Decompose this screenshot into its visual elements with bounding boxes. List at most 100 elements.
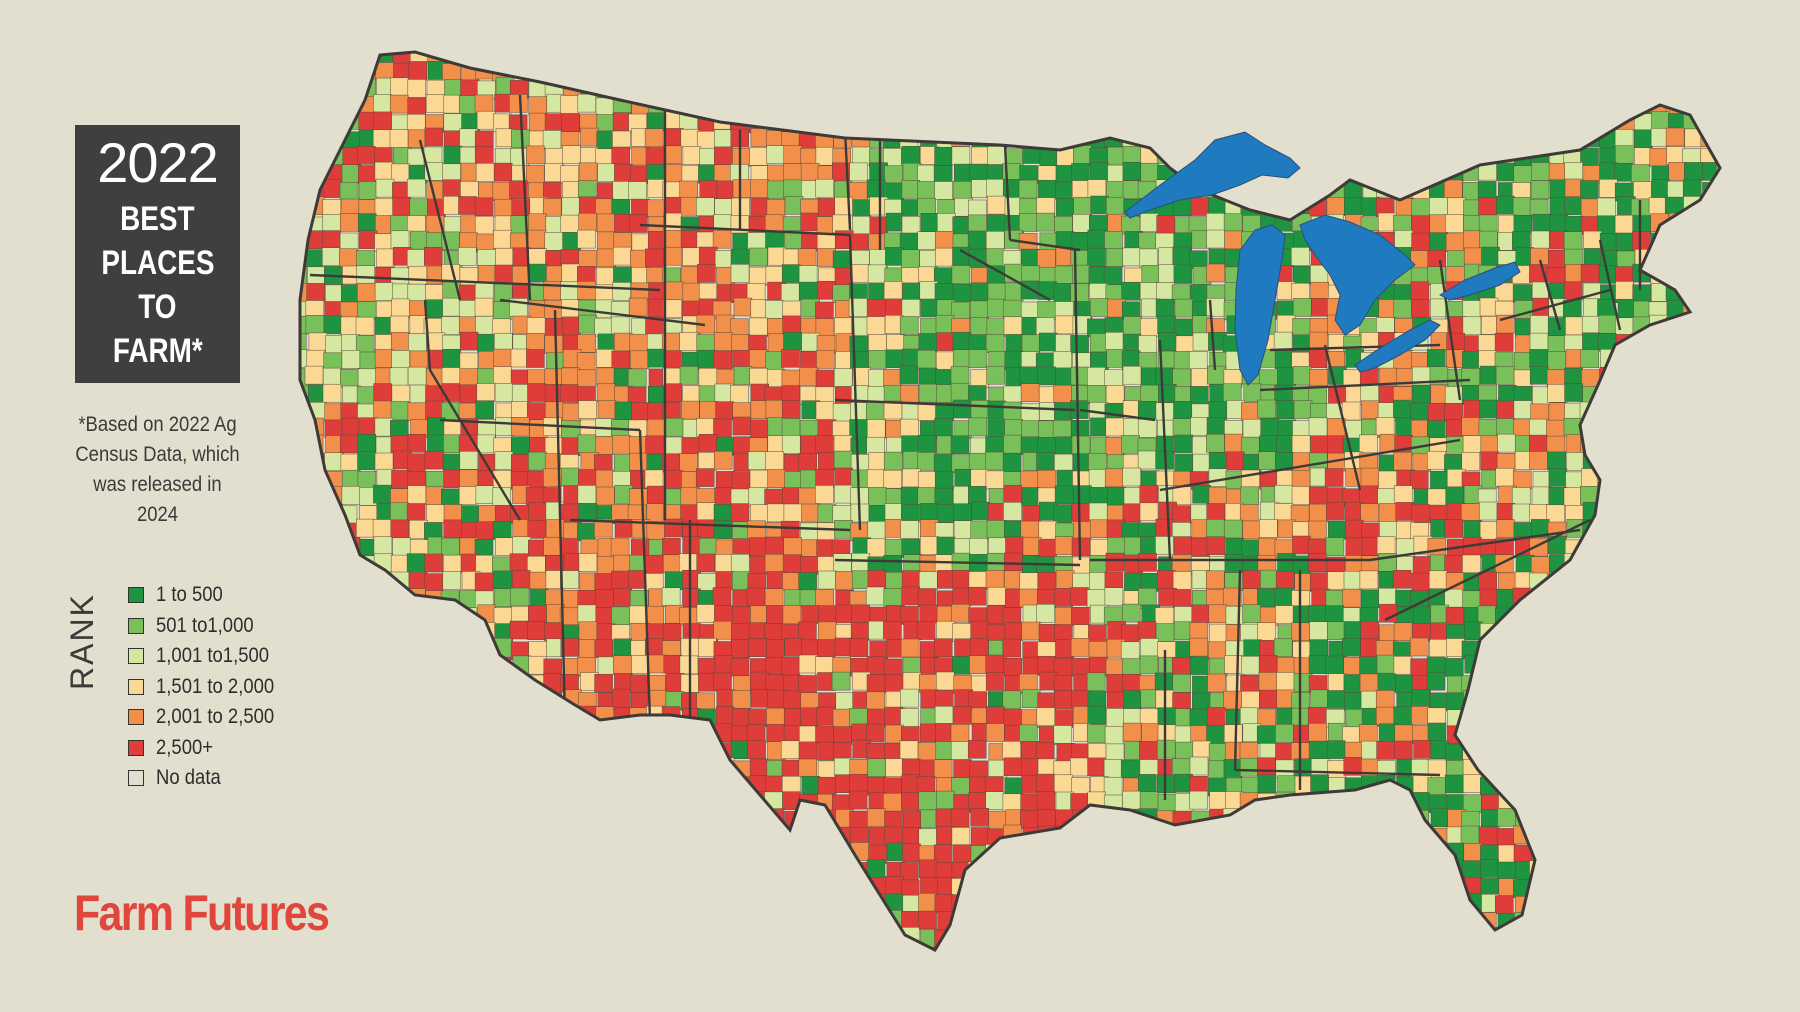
county-cell: [356, 690, 375, 709]
county-cell: [1718, 607, 1720, 626]
county-cell: [1666, 757, 1685, 777]
county-cell: [1682, 264, 1701, 283]
county-cell: [1071, 607, 1090, 626]
county-cell: [695, 468, 715, 487]
county-cell: [359, 743, 379, 762]
county-cell: [835, 571, 854, 590]
county-cell: [300, 894, 310, 913]
county-cell: [713, 776, 733, 795]
county-cell: [1411, 232, 1430, 252]
county-cell: [357, 301, 376, 320]
county-cell: [1462, 706, 1482, 725]
county-cell: [1106, 828, 1126, 848]
county-cell: [578, 858, 597, 878]
county-cell: [1123, 487, 1143, 506]
county-cell: [511, 809, 530, 829]
county-cell: [767, 503, 786, 523]
county-cell: [1359, 947, 1378, 950]
county-cell: [1701, 60, 1720, 79]
county-cell: [629, 214, 648, 233]
county-cell: [628, 436, 648, 455]
county-cell: [1648, 573, 1667, 593]
county-cell: [1717, 689, 1720, 708]
county-cell: [1632, 553, 1651, 573]
county-cell: [850, 875, 870, 895]
county-cell: [731, 639, 750, 658]
county-cell: [1361, 792, 1381, 811]
county-cell: [1225, 877, 1244, 897]
county-cell: [1070, 366, 1090, 386]
county-cell: [1376, 128, 1395, 147]
county-cell: [1582, 691, 1602, 710]
county-cell: [647, 485, 666, 505]
county-cell: [1410, 927, 1430, 947]
county-cell: [461, 844, 480, 864]
county-cell: [1002, 112, 1021, 131]
county-cell: [1719, 843, 1720, 863]
county-cell: [1683, 80, 1703, 99]
county-cell: [527, 402, 546, 421]
county-cell: [1208, 452, 1228, 471]
county-cell: [784, 471, 803, 490]
county-cell: [731, 334, 750, 353]
county-cell: [578, 621, 598, 641]
county-cell: [781, 349, 800, 368]
county-cell: [1292, 809, 1311, 829]
county-cell: [1225, 930, 1245, 950]
county-cell: [665, 60, 684, 79]
county-cell: [1038, 96, 1057, 115]
county-cell: [1667, 52, 1686, 64]
county-cell: [950, 366, 970, 385]
county-cell: [1463, 61, 1483, 80]
county-cell: [1513, 214, 1533, 234]
county-cell: [1583, 230, 1602, 250]
county-cell: [815, 826, 834, 845]
county-cell: [987, 586, 1007, 606]
county-cell: [1005, 77, 1025, 96]
county-cell: [509, 94, 528, 113]
county-cell: [1566, 63, 1585, 82]
county-cell: [300, 453, 308, 472]
county-cell: [1562, 826, 1582, 846]
county-cell: [543, 724, 562, 743]
county-cell: [1020, 520, 1040, 540]
county-cell: [596, 859, 616, 879]
county-cell: [1189, 756, 1209, 776]
county-cell: [903, 554, 922, 573]
county-cell: [512, 570, 531, 589]
county-cell: [951, 926, 971, 946]
county-cell: [750, 52, 769, 62]
county-cell: [970, 369, 990, 388]
county-cell: [1090, 538, 1109, 558]
county-cell: [985, 791, 1004, 810]
county-cell: [1226, 945, 1245, 950]
county-cell: [1327, 520, 1347, 540]
county-cell: [782, 315, 801, 335]
county-cell: [1596, 553, 1616, 572]
county-cell: [1530, 774, 1549, 794]
county-cell: [1141, 827, 1160, 846]
county-cell: [440, 689, 460, 708]
county-cell: [968, 486, 987, 505]
county-cell: [663, 383, 683, 402]
county-cell: [1036, 773, 1055, 793]
county-cell: [1666, 367, 1685, 387]
county-cell: [512, 536, 531, 556]
county-cell: [1004, 877, 1024, 896]
county-cell: [1460, 503, 1480, 522]
county-cell: [1614, 844, 1634, 864]
county-cell: [866, 691, 885, 711]
county-cell: [1225, 470, 1245, 490]
county-cell: [1684, 62, 1703, 81]
county-cell: [730, 503, 750, 522]
county-cell: [339, 588, 359, 608]
county-cell: [441, 858, 460, 878]
county-cell: [493, 709, 512, 728]
county-cell: [1140, 128, 1159, 148]
county-cell: [376, 248, 395, 268]
county-cell: [1360, 503, 1379, 523]
county-cell: [746, 724, 766, 743]
county-cell: [986, 178, 1005, 198]
county-cell: [1021, 487, 1041, 506]
county-cell: [1515, 706, 1535, 726]
